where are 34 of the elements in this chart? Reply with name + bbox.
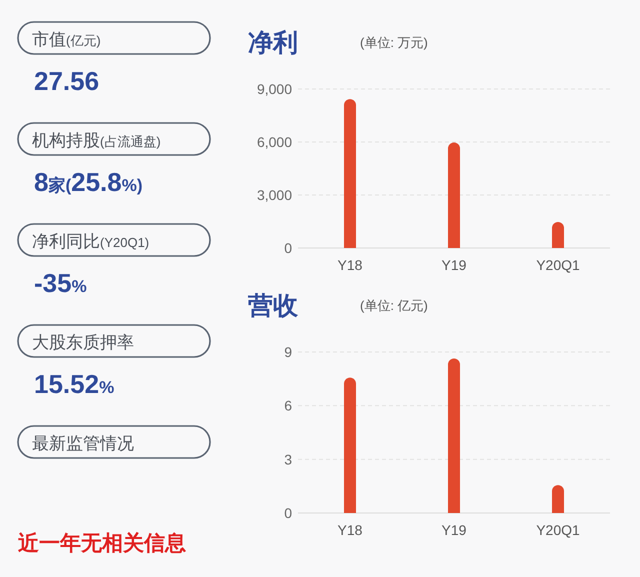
y-tick-label: 0: [284, 240, 292, 256]
bar: [448, 142, 460, 248]
chart-title: 营收: [247, 292, 299, 320]
x-tick-label: Y19: [442, 522, 467, 538]
text: 27.56: [34, 66, 100, 96]
text: 净利同比(Y20Q1): [32, 232, 150, 251]
bar: [552, 485, 564, 513]
chart-subtitle: (单位: 万元): [360, 35, 428, 50]
y-tick-label: 3: [284, 451, 292, 468]
text: 8家(25.8%): [34, 167, 143, 197]
bar: [552, 222, 564, 248]
text: 近一年无相关信息: [17, 531, 186, 555]
y-tick-label: 6: [284, 398, 292, 414]
chart-subtitle: (单位: 亿元): [360, 298, 428, 313]
bar: [344, 378, 356, 513]
y-tick-label: 0: [284, 505, 292, 521]
x-tick-label: Y20Q1: [536, 257, 580, 273]
y-tick-label: 3,000: [256, 187, 292, 203]
bar: [448, 358, 460, 513]
x-tick-label: Y18: [338, 257, 363, 273]
text: 市值(亿元): [32, 30, 101, 49]
x-tick-label: Y18: [338, 522, 363, 538]
chart-title: 净利: [248, 29, 298, 57]
text: 机构持股(占流通盘): [32, 131, 161, 150]
bar: [344, 99, 356, 248]
text: -35%: [34, 268, 87, 298]
x-tick-label: Y19: [442, 257, 467, 273]
y-tick-label: 9: [284, 344, 292, 360]
text: 最新监管情况: [32, 434, 134, 453]
y-tick-label: 6,000: [256, 134, 292, 150]
text: 15.52%: [34, 369, 114, 399]
x-tick-label: Y20Q1: [536, 522, 580, 538]
y-tick-label: 9,000: [256, 81, 292, 97]
text: 大股东质押率: [32, 333, 134, 352]
